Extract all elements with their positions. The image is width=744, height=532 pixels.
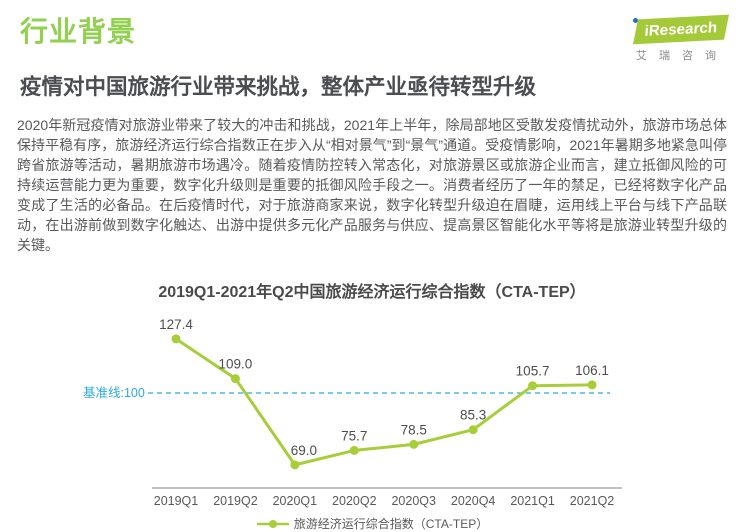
data-point-marker — [290, 460, 300, 470]
data-point-label: 75.7 — [341, 428, 367, 443]
data-point-label: 85.3 — [460, 408, 486, 423]
x-axis-label: 2021Q2 — [570, 494, 615, 508]
x-axis-label: 2019Q2 — [213, 494, 258, 508]
data-point-label: 106.1 — [575, 363, 609, 378]
line-chart: 基准线:100 127.4 2019Q1 109.0 2019Q2 69.0 2020Q1 7… — [83, 317, 622, 508]
page-header: 行业背景 iResearch 艾瑞咨询 — [0, 0, 744, 62]
data-point-marker — [528, 381, 538, 391]
logo-brand-text: iResearch — [644, 19, 718, 40]
data-point-label: 109.0 — [219, 357, 253, 372]
data-point-marker — [409, 439, 419, 449]
data-point-label: 69.0 — [291, 443, 317, 458]
logo-chinese-name: 艾瑞咨询 — [636, 50, 728, 62]
data-point-marker — [230, 374, 240, 384]
legend-label: 旅游经济运行综合指数（CTA-TEP） — [293, 517, 489, 531]
data-point-label: 127.4 — [159, 317, 193, 332]
data-point-marker — [171, 334, 181, 344]
body-paragraph: 2020年新冠疫情对旅游业带来了较大的冲击和挑战，2021年上半年，除局部地区受… — [17, 117, 727, 253]
logo-banner: iResearch — [633, 14, 729, 45]
x-axis-label: 2019Q1 — [154, 494, 199, 508]
x-axis-label: 2020Q1 — [273, 494, 318, 508]
data-point-label: 105.7 — [516, 364, 550, 379]
x-axis-label: 2020Q4 — [451, 494, 496, 508]
baseline-label: 基准线:100 — [83, 386, 145, 400]
data-point-marker — [349, 445, 359, 455]
section-title: 行业背景 — [20, 16, 137, 47]
data-point-marker — [468, 425, 478, 435]
x-axis-label: 2020Q3 — [391, 494, 436, 508]
chart-title: 2019Q1-2021年Q2中国旅游经济运行综合指数（CTA-TEP） — [158, 284, 586, 301]
legend-line-marker-icon — [256, 519, 289, 528]
x-axis-label: 2021Q1 — [510, 494, 555, 508]
data-point-label: 78.5 — [401, 422, 427, 437]
series-line — [174, 337, 594, 467]
data-point-marker — [587, 380, 597, 390]
logo-i-dot — [633, 18, 638, 23]
chart-legend: 旅游经济运行综合指数（CTA-TEP） — [0, 515, 744, 532]
headline: 疫情对中国旅游行业带来挑战，整体产业亟待转型升级 — [20, 75, 537, 99]
iresearch-logo: iResearch 艾瑞咨询 — [624, 13, 729, 62]
x-axis-label: 2020Q2 — [332, 494, 377, 508]
